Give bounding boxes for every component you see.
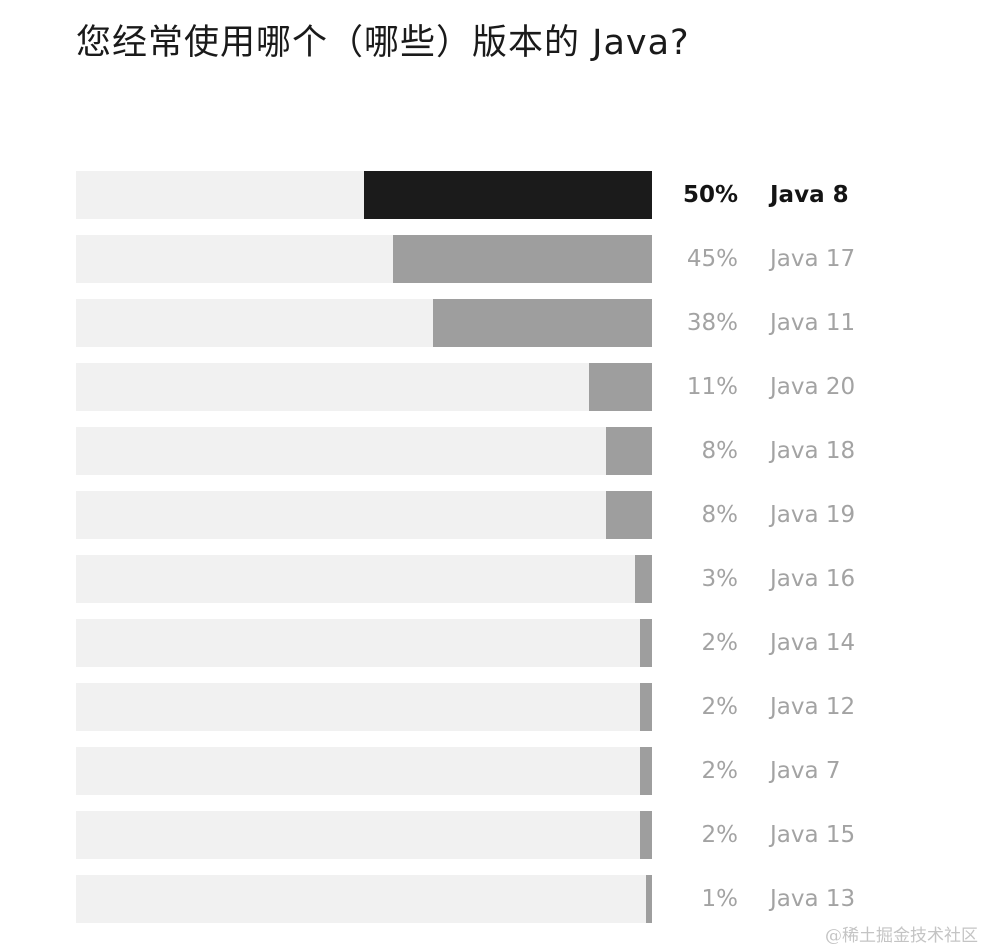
bar-track	[76, 555, 652, 603]
category-label: Java 13	[770, 886, 856, 912]
bar	[640, 619, 652, 667]
category-label: Java 15	[770, 822, 856, 848]
value-label: 2%	[701, 758, 739, 784]
bar-row: 8% Java 19	[76, 491, 896, 539]
bar-track	[76, 171, 652, 219]
bar-row: 38% Java 11	[76, 299, 896, 347]
bar-track	[76, 619, 652, 667]
category-label: Java 16	[770, 566, 856, 592]
bar-track	[76, 811, 652, 859]
bar-track	[76, 299, 652, 347]
bar-track	[76, 363, 652, 411]
category-label: Java 17	[770, 246, 856, 272]
bar	[640, 811, 652, 859]
bar	[640, 747, 652, 795]
bar-row: 50% Java 8	[76, 171, 896, 219]
bar	[606, 427, 652, 475]
bar	[364, 171, 652, 219]
category-label: Java 14	[770, 630, 856, 656]
value-label: 3%	[701, 566, 739, 592]
value-label: 38%	[686, 310, 738, 336]
bar	[635, 555, 652, 603]
category-label: Java 8	[770, 182, 849, 208]
bar	[606, 491, 652, 539]
bar-row: 11% Java 20	[76, 363, 896, 411]
bar-row: 8% Java 18	[76, 427, 896, 475]
bar	[589, 363, 652, 411]
category-label: Java 20	[770, 374, 856, 400]
bar-row: 2% Java 14	[76, 619, 896, 667]
chart-title: 您经常使用哪个（哪些）版本的 Java?	[76, 23, 690, 63]
bar	[640, 683, 652, 731]
value-label: 2%	[701, 694, 739, 720]
value-label: 50%	[682, 182, 738, 208]
category-label: Java 19	[770, 502, 856, 528]
value-label: 45%	[686, 246, 738, 272]
value-label: 2%	[701, 630, 739, 656]
value-label: 8%	[701, 438, 739, 464]
bar-row: 2% Java 12	[76, 683, 896, 731]
category-label: Java 7	[770, 758, 841, 784]
bar-row: 45% Java 17	[76, 235, 896, 283]
watermark: @稀土掘金技术社区	[825, 926, 978, 946]
category-label: Java 18	[770, 438, 856, 464]
bar-row: 1% Java 13	[76, 875, 896, 923]
bar-track	[76, 427, 652, 475]
bar	[393, 235, 652, 283]
value-label: 1%	[701, 886, 739, 912]
bar-row: 2% Java 15	[76, 811, 896, 859]
bar-track	[76, 747, 652, 795]
bar-row: 2% Java 7	[76, 747, 896, 795]
category-label: Java 12	[770, 694, 856, 720]
bar-track	[76, 875, 652, 923]
bar-track	[76, 683, 652, 731]
value-label: 8%	[701, 502, 739, 528]
value-label: 11%	[686, 374, 738, 400]
bar-track	[76, 491, 652, 539]
bar-track	[76, 235, 652, 283]
value-label: 2%	[701, 822, 739, 848]
bar-row: 3% Java 16	[76, 555, 896, 603]
bar	[646, 875, 652, 923]
category-label: Java 11	[770, 310, 856, 336]
bar	[433, 299, 652, 347]
